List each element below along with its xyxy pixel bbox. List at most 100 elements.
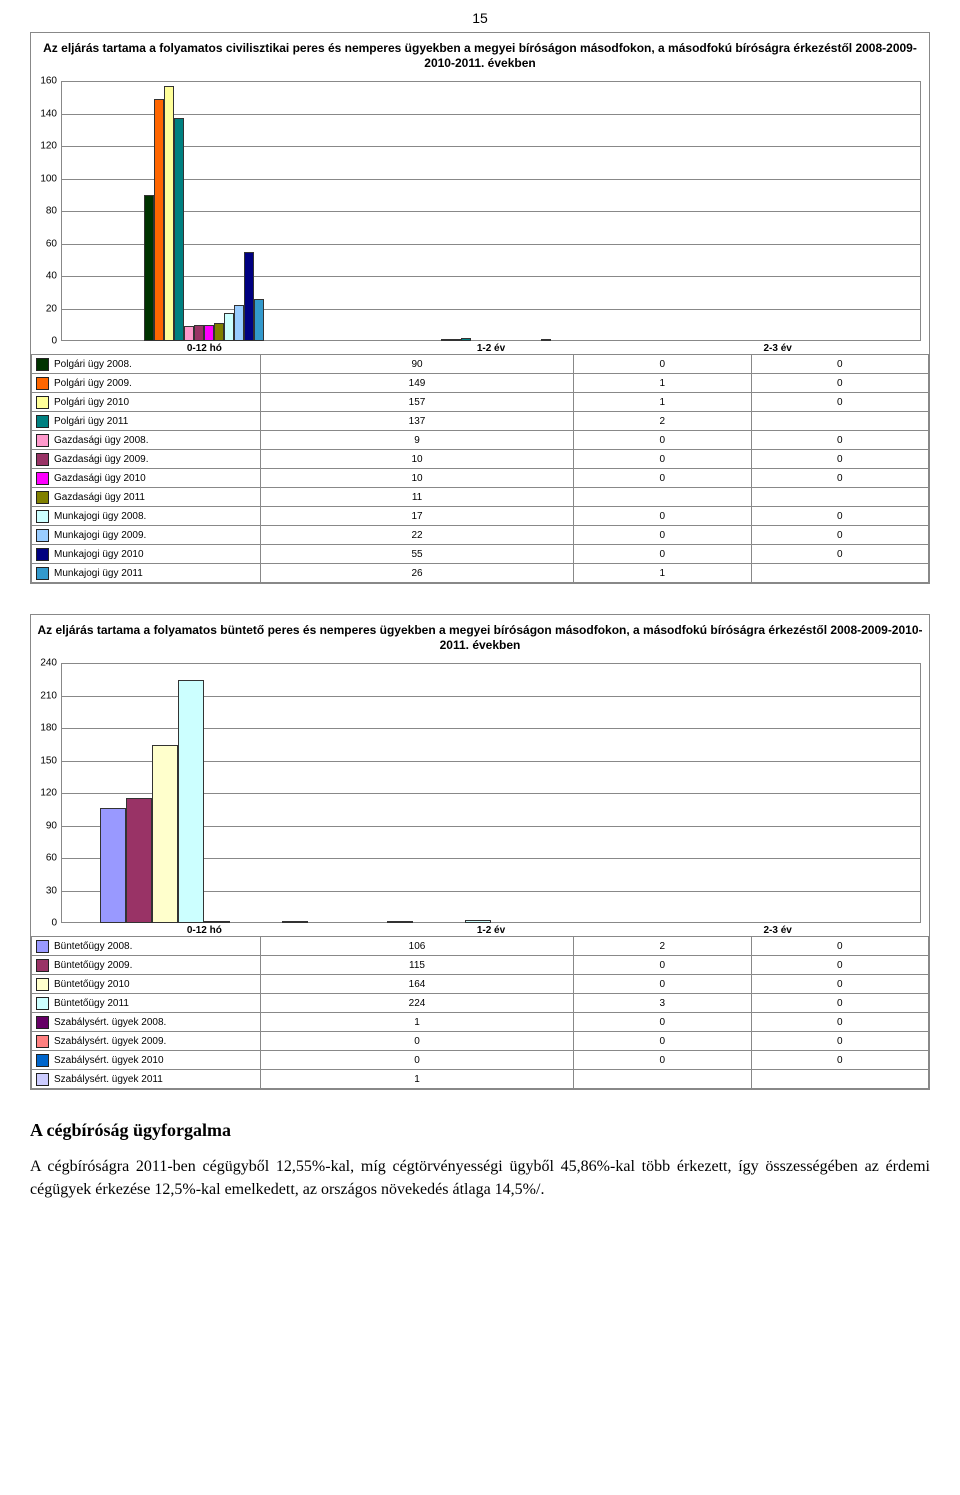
chart-1-cell (751, 564, 928, 583)
chart-2-xtick: 0-12 hó (61, 925, 348, 936)
legend-swatch (36, 453, 49, 466)
chart-2-cell: 115 (261, 956, 574, 975)
chart-1-bar (441, 339, 451, 341)
table-row: Munkajogi ügy 2008.1700 (32, 507, 929, 526)
chart-1-cell: 0 (574, 355, 751, 374)
chart-1-table: Polgári ügy 2008.9000Polgári ügy 2009.14… (31, 354, 929, 583)
chart-1-ytick: 0 (33, 336, 57, 347)
chart-2-bar (465, 920, 491, 923)
legend-label-text: Polgári ügy 2009. (54, 378, 132, 389)
legend-label-text: Munkajogi ügy 2010 (54, 549, 144, 560)
legend-label-text: Polgári ügy 2008. (54, 359, 132, 370)
table-row: Szabálysért. ügyek 2008.100 (32, 1013, 929, 1032)
chart-1: Az eljárás tartama a folyamatos civilisz… (30, 32, 930, 584)
chart-2-xticks: 0-12 hó1-2 év2-3 év (61, 925, 921, 936)
chart-1-cell: 22 (261, 526, 574, 545)
chart-1-cell: 11 (261, 488, 574, 507)
chart-1-cell: 157 (261, 393, 574, 412)
chart-2-title: Az eljárás tartama a folyamatos büntető … (31, 615, 929, 659)
legend-label-text: Büntetőügy 2008. (54, 941, 132, 952)
page: 15 Az eljárás tartama a folyamatos civil… (0, 0, 960, 1221)
legend-label-text: Büntetőügy 2009. (54, 960, 132, 971)
chart-2-ytick: 150 (33, 755, 57, 766)
table-row: Gazdasági ügy 2011 11 (32, 488, 929, 507)
table-row: Szabálysért. ügyek 20111 (32, 1070, 929, 1089)
chart-2-series-label: Büntetőügy 2009. (32, 956, 261, 975)
chart-1-bar (451, 339, 461, 341)
legend-label-text: Polgári ügy 2010 (54, 397, 129, 408)
chart-1-ytick: 40 (33, 271, 57, 282)
section-paragraph: A cégbíróságra 2011-ben cégügyből 12,55%… (30, 1155, 930, 1201)
chart-1-cell: 137 (261, 412, 574, 431)
chart-1-bar (214, 323, 224, 341)
table-row: Polgári ügy 201015710 (32, 393, 929, 412)
chart-1-cell: 0 (574, 431, 751, 450)
chart-2-cell: 0 (751, 1051, 928, 1070)
chart-2-cell: 106 (261, 937, 574, 956)
chart-2-cell: 224 (261, 994, 574, 1013)
legend-swatch (36, 997, 49, 1010)
chart-1-series-label: Polgári ügy 2010 (32, 393, 261, 412)
chart-1-series-label: Munkajogi ügy 2009. (32, 526, 261, 545)
body-text: A cégbíróság ügyforgalma A cégbíróságra … (30, 1120, 930, 1201)
chart-1-cell: 0 (751, 507, 928, 526)
chart-1-bar (194, 325, 204, 341)
chart-1-ytick: 80 (33, 206, 57, 217)
chart-2-plot: 0306090120150180210240 (61, 663, 921, 923)
chart-2-xtick: 2-3 év (634, 925, 921, 936)
chart-2-series-label: Szabálysért. ügyek 2011 (32, 1070, 261, 1089)
chart-1-bar (254, 299, 264, 341)
legend-swatch (36, 434, 49, 447)
chart-2-ytick: 90 (33, 820, 57, 831)
chart-1-bar (164, 86, 174, 341)
chart-1-bar (204, 325, 214, 341)
chart-1-series-label: Gazdasági ügy 2009. (32, 450, 261, 469)
chart-2-series-label: Szabálysért. ügyek 2010 (32, 1051, 261, 1070)
table-row: Gazdasági ügy 2008.900 (32, 431, 929, 450)
legend-swatch (36, 1016, 49, 1029)
chart-1-cell: 2 (574, 412, 751, 431)
legend-label-text: Szabálysért. ügyek 2010 (54, 1055, 164, 1066)
table-row: Gazdasági ügy 20101000 (32, 469, 929, 488)
chart-2-bars (61, 663, 921, 923)
chart-1-cell: 9 (261, 431, 574, 450)
chart-2-cell: 2 (574, 937, 751, 956)
chart-1-cell: 1 (574, 393, 751, 412)
chart-1-ytick: 100 (33, 173, 57, 184)
legend-swatch (36, 959, 49, 972)
chart-1-category (348, 81, 635, 341)
chart-2-category (634, 663, 921, 923)
chart-1-xtick: 2-3 év (634, 343, 921, 354)
chart-1-cell: 0 (574, 507, 751, 526)
chart-1-series-label: Gazdasági ügy 2010 (32, 469, 261, 488)
chart-2-cell: 0 (751, 1013, 928, 1032)
legend-swatch (36, 358, 49, 371)
chart-2-bar (204, 921, 230, 923)
chart-2-ytick: 120 (33, 788, 57, 799)
chart-1-cell: 0 (751, 469, 928, 488)
chart-1-bar (174, 118, 184, 341)
table-row: Polgári ügy 2009.14910 (32, 374, 929, 393)
chart-2-ytick: 240 (33, 658, 57, 669)
chart-2-series-label: Szabálysért. ügyek 2009. (32, 1032, 261, 1051)
legend-label-text: Gazdasági ügy 2011 (54, 492, 145, 503)
chart-1-cell: 90 (261, 355, 574, 374)
chart-2-cell: 0 (574, 1032, 751, 1051)
table-row: Szabálysért. ügyek 2010000 (32, 1051, 929, 1070)
chart-2-ytick: 180 (33, 723, 57, 734)
table-row: Munkajogi ügy 2011261 (32, 564, 929, 583)
chart-1-cell: 0 (751, 450, 928, 469)
chart-2-bar (100, 808, 126, 923)
chart-1-series-label: Munkajogi ügy 2011 (32, 564, 261, 583)
chart-1-ytick: 120 (33, 141, 57, 152)
legend-swatch (36, 377, 49, 390)
chart-2-cell: 0 (751, 975, 928, 994)
legend-label-text: Szabálysért. ügyek 2009. (54, 1036, 166, 1047)
chart-1-xtick: 1-2 év (348, 343, 635, 354)
legend-swatch (36, 1073, 49, 1086)
table-row: Büntetőügy 2008.10620 (32, 937, 929, 956)
chart-2-bar (387, 921, 413, 923)
chart-2-bar (126, 798, 152, 923)
chart-2-series-label: Büntetőügy 2010 (32, 975, 261, 994)
legend-swatch (36, 415, 49, 428)
